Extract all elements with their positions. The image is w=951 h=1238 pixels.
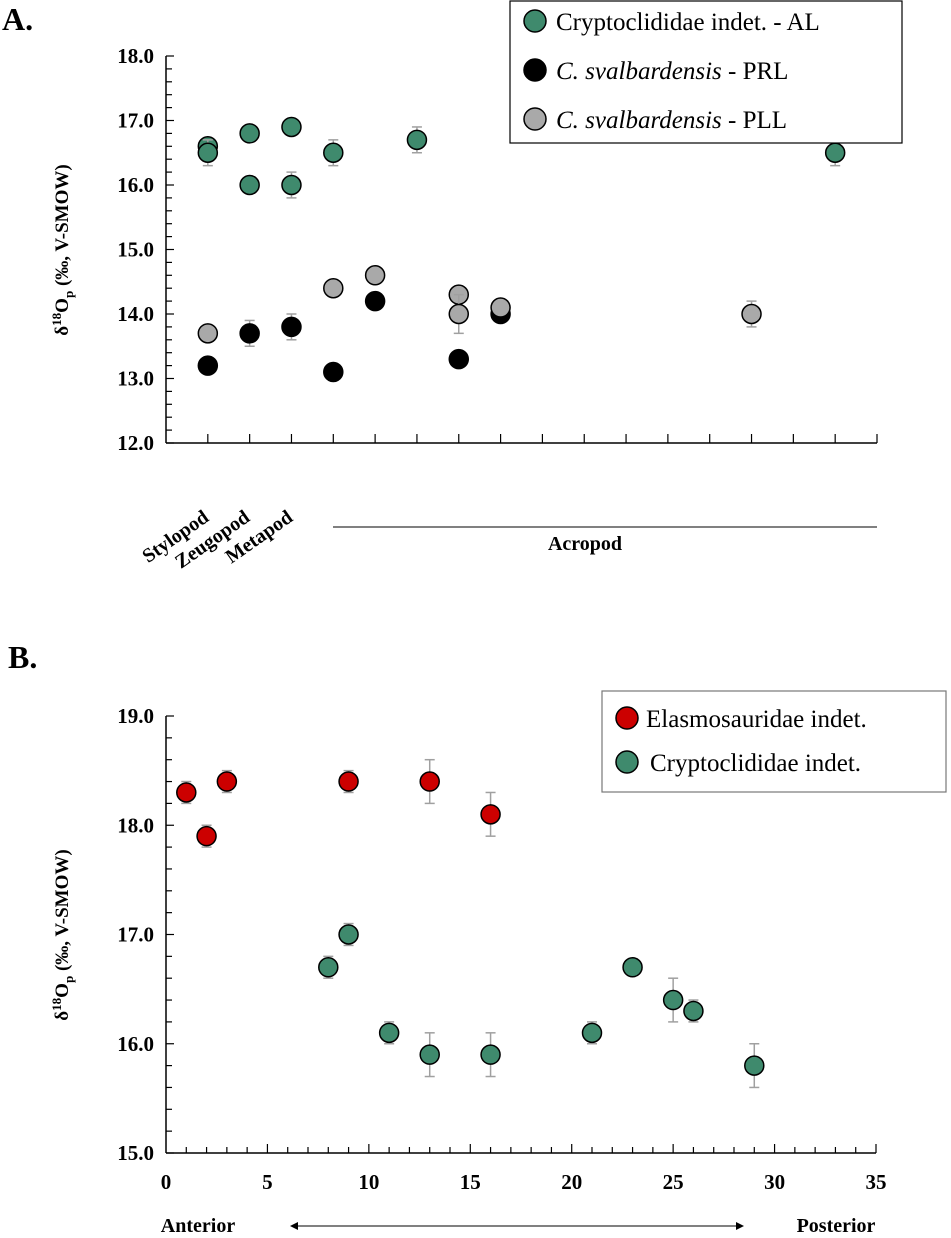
data-point [364,290,386,312]
data-point [824,142,846,163]
data-point [741,303,762,325]
panel-a-points [197,116,846,383]
y-tick-label: 16.0 [117,1032,154,1056]
panel-b-y-axis-label: δ18Op (‰, V-SMOW) [49,849,76,1020]
panel-b-label: B. [8,639,37,675]
data-point [281,316,302,338]
data-point [239,323,260,344]
legend-marker-prl [523,58,547,82]
data-point [281,116,302,138]
x-tick-label: 5 [262,1170,273,1194]
y-tick-label: 13.0 [117,367,154,391]
data-point [364,265,386,286]
y-tick-label: 17.0 [117,109,154,133]
x-tick-label: 35 [866,1170,887,1194]
legend-marker-al [523,9,547,33]
y-tick-label: 19.0 [117,704,154,728]
legend-label-cryptoclididae: Cryptoclididae indet. [650,750,861,777]
y-tick-label: 15.0 [117,238,154,262]
data-point [197,323,219,344]
data-point [378,1022,400,1044]
data-point [239,123,260,144]
legend-marker-pll [523,107,547,131]
series-c-svalbardensis-pll [197,265,762,344]
legend-marker-cryptoclididae [615,750,639,774]
data-point [581,1022,603,1044]
x-tick-label: 20 [561,1170,582,1194]
y-tick-label: 14.0 [117,302,154,326]
data-point [683,1000,704,1022]
data-point [197,142,219,163]
data-point [622,957,643,978]
series-elasmosauridae-indet- [176,758,501,848]
series-cryptoclididae-indet-al [197,116,846,199]
data-point [323,142,344,163]
legend-label-prl: C. svalbardensis - PRL [556,58,788,85]
y-tick-label: 15.0 [117,1141,154,1165]
data-point [480,804,501,825]
data-point [318,957,339,978]
panel-a-legend: Cryptoclididae indet. - AL C. svalbarden… [509,0,903,144]
panel-a-y-axis-label: δ18Op (‰, V-SMOW) [49,164,76,335]
data-point [406,129,428,151]
data-point [338,771,359,792]
data-point [281,174,302,196]
data-point [480,1044,501,1065]
panel-a-axes: 12.0 13.0 14.0 15.0 16.0 17.0 18.0 [117,44,878,455]
data-point [196,825,217,847]
data-point [338,924,359,945]
y-tick-label: 18.0 [117,813,154,837]
y-tick-label: 17.0 [117,923,154,947]
data-point [176,782,197,803]
data-point [216,771,238,792]
legend-label-pll: C. svalbardensis - PLL [556,107,787,134]
y-tick-label: 18.0 [117,44,154,68]
series-cryptoclididae-indet- [318,922,765,1089]
x-tick-label: 0 [161,1170,172,1194]
x-annotation-anterior: Anterior [161,1215,236,1237]
data-point [490,297,511,318]
legend-marker-elasmosauridae [615,706,639,730]
x-annotation-posterior: Posterior [797,1215,876,1237]
x-tick-label: 25 [663,1170,684,1194]
anterior-posterior-arrow [290,1222,744,1230]
data-point [448,303,470,325]
x-group-label-acropod: Acropod [548,533,622,555]
data-point [744,1055,765,1076]
data-point [323,277,344,299]
panel-b-legend: Elasmosauridae indet. Cryptoclididae ind… [601,690,947,793]
panel-b-points [176,758,765,1089]
data-point [419,771,440,792]
panel-b-axes: 15.0 16.0 17.0 18.0 19.0 0 5 10 15 20 25 30 35 [117,704,886,1194]
data-point [239,174,260,196]
data-point [197,355,219,376]
data-point [662,989,684,1011]
panel-a: A. δ18Op (‰, V-SMOW) 12.0 13.0 14.0 15.0 16.… [2,0,903,573]
legend-label-al: Cryptoclididae indet. - AL [556,9,820,36]
data-point [323,361,344,383]
data-point [419,1044,440,1065]
x-tick-label: 10 [358,1170,379,1194]
y-tick-label: 16.0 [117,173,154,197]
panel-a-label: A. [2,1,33,37]
panel-b: B. δ18Op (‰, V-SMOW) 15.0 16.0 17.0 18.0 19.… [8,639,947,1237]
y-tick-label: 12.0 [117,431,154,455]
x-tick-label: 15 [460,1170,481,1194]
x-tick-label: 30 [764,1170,785,1194]
data-point [448,348,470,370]
legend-label-elasmosauridae: Elasmosauridae indet. [646,706,867,733]
